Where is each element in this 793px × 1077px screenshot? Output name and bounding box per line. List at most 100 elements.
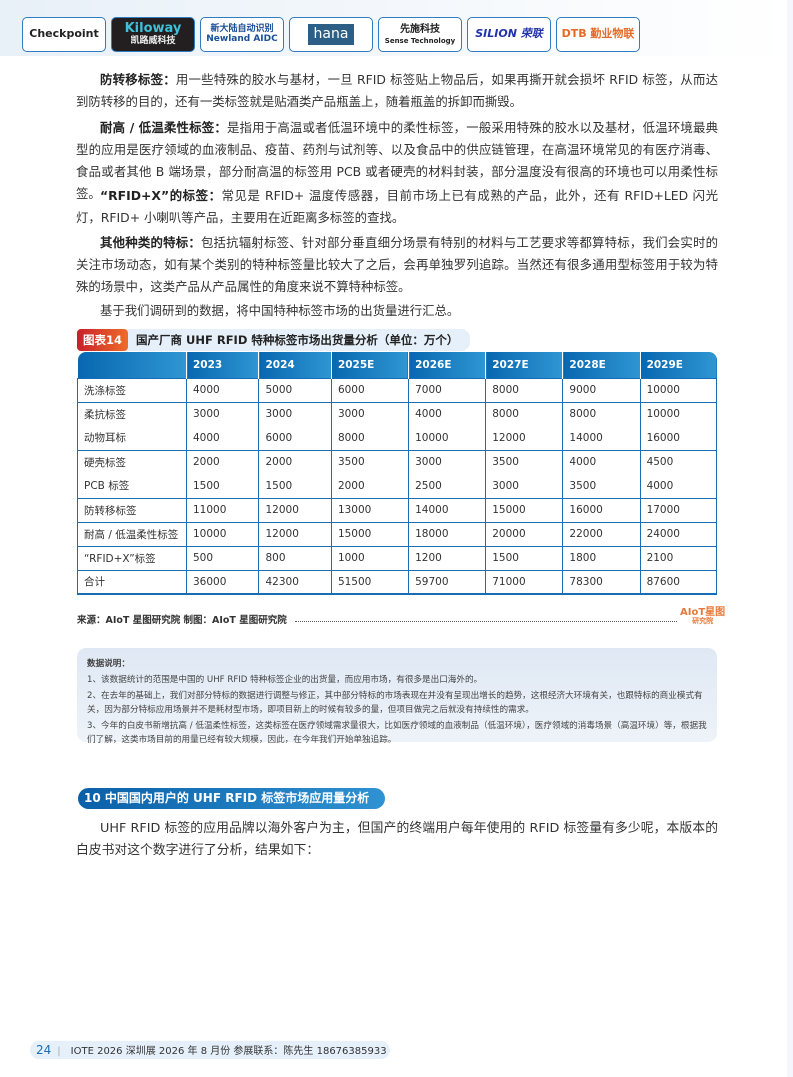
- table-cell: 3000: [408, 449, 487, 474]
- table-cell: 2100: [639, 545, 718, 570]
- logo-subtext: Sense Technology: [384, 36, 456, 45]
- logo-text: 新大陆自动识别: [210, 23, 274, 34]
- aiot-logo: AIoT星图 研究院: [680, 607, 726, 625]
- table-cell: 8000: [485, 377, 564, 402]
- table-cell: 22000: [562, 521, 641, 546]
- logo-subtext: 凯路威科技: [130, 35, 176, 46]
- note-item: 3、今年的白皮书新增抗高 / 低温柔性标签，这类标签在医疗领域需求量很大，比如医…: [87, 721, 707, 745]
- table-cell: 42300: [258, 569, 332, 595]
- table-cell: 59700: [408, 569, 487, 595]
- table-cell: 10000: [639, 377, 718, 402]
- table-cell: 8000: [485, 401, 564, 426]
- paragraph-lead: 防转移标签：: [100, 72, 176, 87]
- column-header: 2024: [258, 352, 332, 378]
- paragraph-text: 常见是 RFID+ 温度传感器，目前市场上已有成熟的产品，此外，还有 RFID+…: [76, 188, 719, 225]
- table-cell: 1800: [562, 545, 641, 570]
- table-cell: 3000: [330, 401, 410, 426]
- column-header: [77, 352, 187, 378]
- logo-text: Checkpoint: [29, 27, 99, 41]
- table-cell: 12000: [485, 426, 564, 450]
- table-cell: 1500: [185, 474, 260, 498]
- table-cell: 6000: [330, 377, 410, 402]
- data-notes: 数据说明： 1、该数据统计的范围是中国的 UHF RFID 特种标签企业的出货量…: [77, 648, 717, 745]
- table-cell: 800: [258, 545, 332, 570]
- column-header: 2026E: [408, 352, 487, 378]
- paragraph-text: UHF RFID 标签的应用品牌以海外客户为主，但国产的终端用户每年使用的 RF…: [76, 821, 718, 858]
- table-cell: 8000: [330, 426, 410, 450]
- table-cell: 7000: [408, 377, 487, 402]
- table-cell: 4000: [408, 401, 487, 426]
- table-cell: 9000: [562, 377, 641, 402]
- table-cell: 15000: [485, 497, 564, 522]
- footer-text: IOTE 2026 深圳展 2026 年 8 月份 参展联系：陈先生 18676…: [70, 1046, 387, 1057]
- paragraph-summary: 基于我们调研到的数据，将中国特种标签市场的出货量进行汇总。: [76, 300, 718, 322]
- table-cell: 87600: [639, 569, 718, 595]
- table-cell: 14000: [408, 497, 487, 522]
- table-cell: 11000: [185, 497, 260, 522]
- table-row: PCB 标签 1500 1500 2000 2500 3000 3500 4000: [77, 474, 718, 498]
- table-cell: 20000: [485, 521, 564, 546]
- page-edge: [787, 0, 793, 1077]
- table-cell: 15000: [330, 521, 410, 546]
- logo-text: hana: [307, 23, 355, 46]
- row-label: 动物耳标: [77, 426, 187, 450]
- table-cell: 12000: [258, 497, 332, 522]
- figure-number: 图表14: [77, 329, 129, 351]
- logo-dtb: DTB 勤业物联: [556, 17, 640, 52]
- table-cell: 4000: [185, 377, 260, 402]
- logo-text: DTB 勤业物联: [561, 27, 635, 41]
- dotted-leader: [294, 616, 677, 622]
- table-row: 合计 36000 42300 51500 59700 71000 78300 87600: [77, 569, 718, 595]
- paragraph-other: 其他种类的特标：包括抗辐射标签、针对部分垂直细分场景有特别的材料与工艺要求等都算…: [76, 232, 718, 298]
- logo-hana: hana: [289, 17, 373, 52]
- notes-title: 数据说明：: [87, 659, 130, 669]
- logo-silion: SILION 荣联: [467, 17, 551, 52]
- table-cell: 16000: [639, 426, 718, 450]
- logo-kiloway: Kiloway 凯路威科技: [111, 17, 195, 52]
- table-cell: 10000: [185, 521, 260, 546]
- table-cell: 51500: [330, 569, 410, 595]
- data-table: 2023 2024 2025E 2026E 2027E 2028E 2029E 洗涤标签 40…: [77, 352, 718, 595]
- paragraph-text: 基于我们调研到的数据，将中国特种标签市场的出货量进行汇总。: [100, 303, 460, 318]
- paragraph-lead: 耐高 / 低温柔性标签：: [100, 120, 227, 135]
- source-text: 来源：AIoT 星图研究院 制图：AIoT 星图研究院: [77, 615, 287, 626]
- table-cell: 12000: [258, 521, 332, 546]
- logo-subtext: Newland AIDC: [206, 33, 278, 44]
- table-cell: 2000: [330, 474, 410, 498]
- paragraph-text: 包括抗辐射标签、针对部分垂直细分场景有特别的材料与工艺要求等都算特标，我们会实时…: [76, 235, 719, 294]
- column-header: 2023: [186, 352, 260, 378]
- paragraph-text: 用一些特殊的胶水与基材，一旦 RFID 标签贴上物品后，如果再撕开就会损坏 RF…: [76, 72, 718, 109]
- table-cell: 5000: [258, 377, 332, 402]
- table-cell: 78300: [562, 569, 641, 595]
- figure-title: 国产厂商 UHF RFID 特种标签市场出货量分析（单位：万个）: [128, 329, 471, 351]
- row-label: 合计: [77, 569, 187, 595]
- table-cell: 4500: [639, 449, 718, 474]
- table-row: 防转移标签 11000 12000 13000 14000 15000 16000 17000: [77, 497, 718, 522]
- section-paragraph: UHF RFID 标签的应用品牌以海外客户为主，但国产的终端用户每年使用的 RF…: [76, 818, 718, 862]
- table-cell: 13000: [330, 497, 410, 522]
- column-header: 2029E: [640, 352, 717, 378]
- paragraph-anti-transfer: 防转移标签：用一些特殊的胶水与基材，一旦 RFID 标签贴上物品后，如果再撕开就…: [76, 69, 718, 113]
- table-cell: 4000: [185, 426, 260, 450]
- paragraph-lead: “RFID+X”的标签：: [100, 188, 222, 203]
- table-cell: 16000: [562, 497, 641, 522]
- table-cell: 3000: [185, 401, 260, 426]
- table-row: 洗涤标签 4000 5000 6000 7000 8000 9000 10000: [77, 377, 718, 402]
- logo-newland: 新大陆自动识别 Newland AIDC: [200, 17, 284, 52]
- logo-text: SILION 荣联: [475, 27, 543, 41]
- logo-checkpoint: Checkpoint: [22, 17, 106, 52]
- table-cell: 3000: [485, 474, 564, 498]
- figure-caption: 图表14 国产厂商 UHF RFID 特种标签市场出货量分析（单位：万个）: [77, 329, 471, 351]
- table-cell: 14000: [562, 426, 641, 450]
- logo-text: Kiloway: [124, 21, 182, 37]
- table-cell: 18000: [408, 521, 487, 546]
- table-cell: 1000: [330, 545, 410, 570]
- table-cell: 2000: [258, 449, 332, 474]
- page-number: 24: [36, 1043, 52, 1057]
- table-cell: 8000: [562, 401, 641, 426]
- section-heading: 10 中国国内用户的 UHF RFID 标签市场应用量分析: [78, 788, 386, 809]
- table-cell: 36000: [185, 569, 260, 595]
- table-cell: 2000: [185, 449, 260, 474]
- table-cell: 3000: [258, 401, 332, 426]
- table-cell: 24000: [639, 521, 718, 546]
